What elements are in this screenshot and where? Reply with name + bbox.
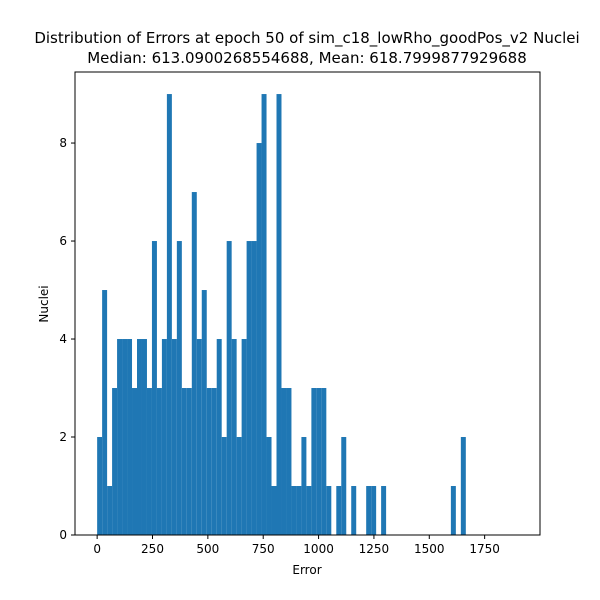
histogram-bar-3 — [112, 388, 118, 535]
histogram-bar-40 — [296, 486, 302, 535]
y-tick-label: 6 — [59, 234, 67, 248]
x-axis: 0 250 500 750 1000 1250 1500 1750 — [93, 535, 500, 556]
histogram-bar-0 — [97, 437, 103, 535]
histogram-bar-23 — [211, 388, 217, 535]
x-tick-label: 1000 — [303, 542, 334, 556]
histogram-bar-tail-1 — [460, 437, 466, 535]
histogram-bar-6 — [127, 339, 133, 535]
x-tick-label: 0 — [93, 542, 101, 556]
histogram-bar-30 — [246, 241, 252, 536]
x-axis-label: Error — [292, 563, 321, 577]
histogram-bar-10 — [146, 388, 152, 535]
y-tick-label: 8 — [59, 136, 67, 150]
histogram-bar-17 — [181, 388, 187, 535]
bars-group — [97, 94, 466, 536]
y-tick-label: 0 — [59, 528, 67, 542]
histogram-bar-19 — [191, 192, 197, 535]
histogram-bar-34 — [266, 437, 272, 535]
histogram-bar-11 — [151, 241, 157, 536]
y-axis: 0 2 4 6 8 — [59, 136, 75, 542]
histogram-bar-36 — [276, 94, 282, 536]
histogram-bar-16 — [176, 241, 182, 536]
histogram-bar-8 — [137, 339, 142, 535]
histogram-bar-22 — [206, 388, 212, 535]
histogram-bar-2 — [107, 486, 113, 535]
histogram-bar-49 — [341, 437, 347, 535]
x-tick-label: 500 — [196, 542, 219, 556]
histogram-bar-39 — [291, 486, 297, 535]
histogram-bar-28 — [236, 437, 242, 535]
histogram-bar-38 — [286, 388, 292, 535]
x-tick-label: 1500 — [414, 542, 445, 556]
y-tick-label: 2 — [59, 430, 67, 444]
chart-subtitle: Median: 613.0900268554688, Mean: 618.799… — [87, 49, 527, 67]
histogram-bar-15 — [171, 339, 177, 535]
histogram-bar-44 — [316, 388, 322, 535]
y-tick-label: 4 — [59, 332, 67, 346]
histogram-bar-13 — [161, 339, 167, 535]
y-axis-label: Nuclei — [37, 285, 51, 322]
histogram-bar-20 — [196, 339, 202, 535]
x-tick-label: 750 — [252, 542, 275, 556]
histogram-bar-29 — [241, 339, 247, 535]
histogram-bar-12 — [156, 388, 162, 535]
x-tick-label: 250 — [141, 542, 164, 556]
histogram-bar-43 — [311, 388, 317, 535]
histogram-bar-57 — [381, 486, 387, 535]
histogram-bar-27 — [231, 339, 237, 535]
chart-title: Distribution of Errors at epoch 50 of si… — [34, 29, 579, 48]
histogram-bar-18 — [186, 388, 192, 535]
histogram-bar-51 — [351, 486, 357, 535]
histogram-bar-37 — [281, 388, 287, 535]
histogram-bar-41 — [301, 437, 307, 535]
plot-frame — [74, 71, 541, 536]
histogram-bar-55 — [371, 486, 377, 535]
histogram-bar-5 — [122, 339, 128, 535]
histogram-bar-48 — [336, 486, 342, 535]
histogram-bar-54 — [366, 486, 372, 535]
x-tick-label: 1750 — [469, 542, 500, 556]
histogram-bar-35 — [271, 486, 277, 535]
histogram-bar-tail-0 — [450, 486, 456, 535]
histogram-bar-42 — [306, 486, 312, 535]
histogram-bar-25 — [221, 437, 227, 535]
histogram-bar-7 — [132, 388, 137, 535]
histogram-bar-33 — [261, 94, 267, 536]
histogram-bar-46 — [326, 486, 332, 535]
histogram-bar-1 — [102, 290, 108, 535]
histogram-bar-26 — [226, 241, 232, 536]
histogram-bar-4 — [117, 339, 123, 535]
histogram-bar-24 — [216, 339, 222, 535]
histogram-bar-32 — [256, 143, 262, 535]
histogram-bar-14 — [166, 94, 172, 536]
histogram-bar-31 — [251, 241, 257, 536]
histogram-bar-45 — [321, 388, 327, 535]
x-tick-label: 1250 — [359, 542, 390, 556]
histogram-bar-21 — [201, 290, 207, 535]
histogram-bar-9 — [141, 339, 147, 535]
